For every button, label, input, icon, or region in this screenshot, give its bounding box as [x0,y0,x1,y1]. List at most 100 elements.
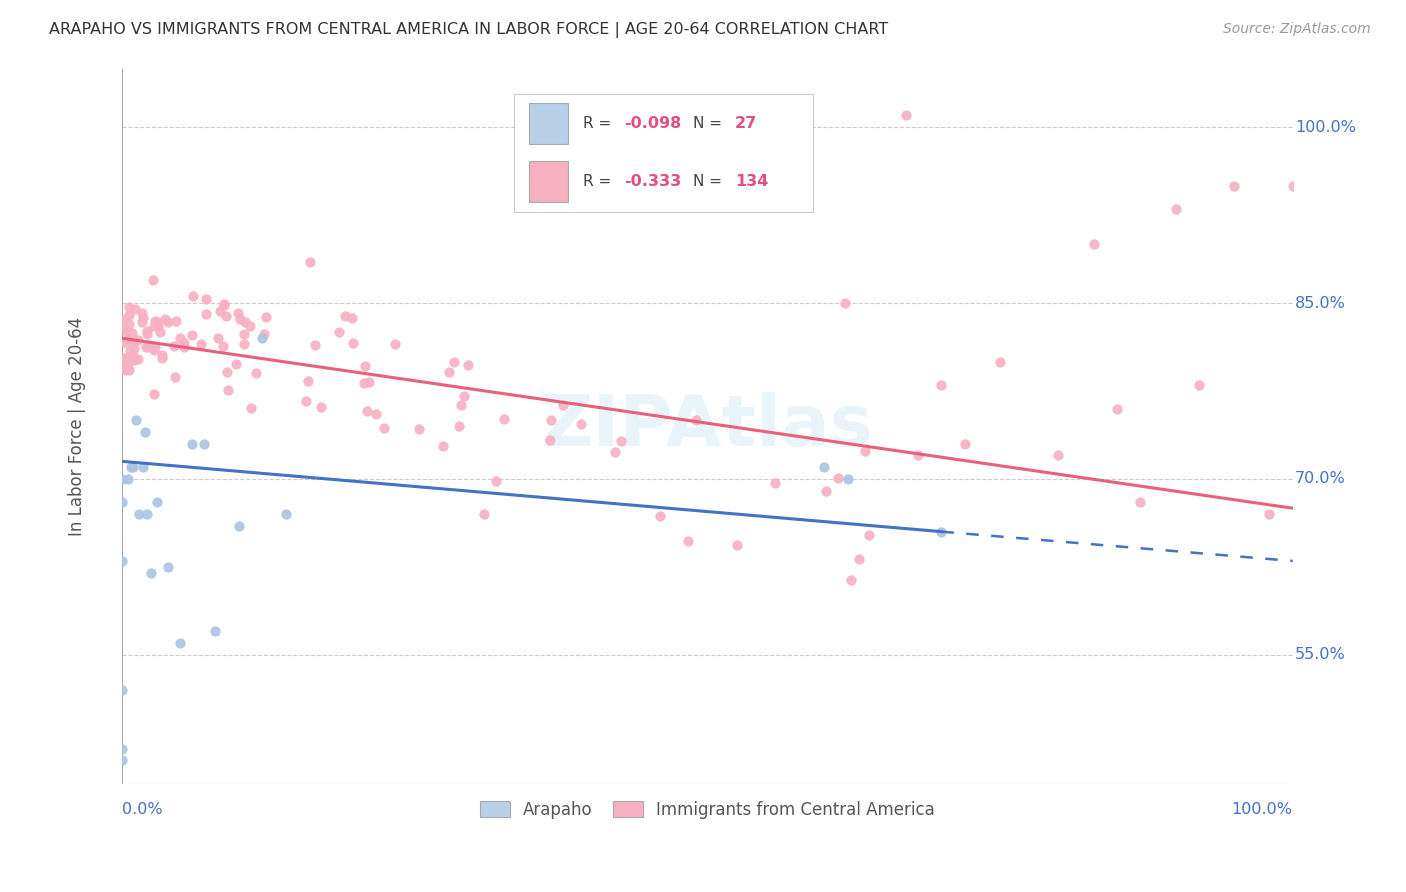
Point [111,495,134,509]
Point [146,315,169,329]
Text: 100.0%: 100.0% [1232,802,1292,816]
Point [125,413,148,427]
Point [142,318,165,333]
Point [173,340,195,354]
Point [245,367,267,381]
Point [1083,237,1105,252]
Point [373,420,395,434]
Point [453,389,475,403]
Legend: Arapaho, Immigrants from Central America: Arapaho, Immigrants from Central America [472,794,942,825]
Point [648,509,671,524]
Text: 0.0%: 0.0% [122,802,162,816]
Point [157,559,180,574]
Text: In Labor Force | Age 20-64: In Labor Force | Age 20-64 [67,317,86,536]
Point [304,338,326,352]
Point [181,288,204,302]
Point [150,351,173,365]
Point [678,533,700,548]
Text: 70.0%: 70.0% [1295,471,1346,486]
Point [1258,507,1281,521]
Point [114,363,136,377]
Point [297,374,319,388]
Point [437,365,460,379]
Point [214,296,236,310]
Text: Source: ZipAtlas.com: Source: ZipAtlas.com [1223,22,1371,37]
Point [931,378,953,392]
Point [117,472,139,486]
Point [217,365,239,379]
Point [115,335,138,350]
Point [217,384,239,398]
Point [112,351,135,365]
Point [239,318,262,333]
Point [169,636,191,650]
Point [538,433,561,447]
Point [229,312,252,326]
Point [328,325,350,339]
Point [848,551,870,566]
Point [124,334,146,349]
Point [232,326,254,341]
Point [212,339,235,353]
Point [136,507,159,521]
Point [540,413,562,427]
Point [685,412,707,426]
Point [131,316,153,330]
Point [309,401,332,415]
Point [118,363,141,377]
Point [408,422,430,436]
Point [827,471,849,485]
Point [181,328,204,343]
Point [443,354,465,368]
Point [353,376,375,390]
Point [274,507,297,521]
Point [122,353,145,368]
Point [342,311,364,326]
Point [112,355,135,369]
Point [484,474,506,488]
Point [253,327,276,342]
Point [250,331,273,345]
Point [814,484,837,499]
Text: 85.0%: 85.0% [1295,295,1346,310]
Point [294,394,316,409]
Point [132,310,155,325]
Point [134,425,156,439]
Point [215,309,238,323]
Point [354,359,377,373]
Point [118,300,141,314]
Point [225,357,247,371]
Point [169,331,191,345]
Point [131,306,153,320]
Point [173,335,195,350]
Point [111,753,134,767]
Point [117,350,139,364]
Point [212,298,235,312]
Point [1047,449,1070,463]
Point [142,387,165,401]
Point [139,566,162,580]
Point [194,307,217,321]
Point [135,340,157,354]
Point [115,325,138,339]
Point [384,337,406,351]
Point [136,327,159,342]
Point [837,472,859,486]
Point [725,538,748,552]
Point [254,310,277,324]
Point [146,495,169,509]
Point [357,375,380,389]
Point [165,314,187,328]
Point [450,398,472,412]
Point [150,348,173,362]
Point [1281,178,1303,193]
Point [111,741,134,756]
Point [853,443,876,458]
Point [457,358,479,372]
Point [763,476,786,491]
Point [148,319,170,334]
Point [841,574,863,588]
Point [342,335,364,350]
Point [551,398,574,412]
Point [356,403,378,417]
